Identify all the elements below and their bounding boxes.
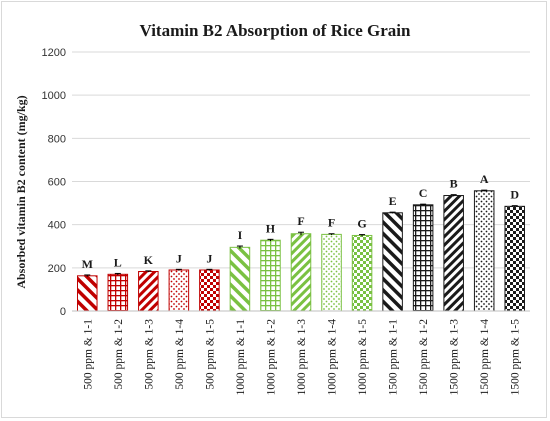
- bar: [412, 204, 434, 312]
- significance-letter: F: [328, 216, 335, 230]
- y-tick-label: 200: [48, 263, 66, 275]
- bar: [229, 246, 251, 312]
- bar: [321, 233, 342, 312]
- significance-letter: C: [419, 186, 428, 200]
- bar: [168, 269, 190, 312]
- significance-letter: B: [450, 177, 458, 191]
- y-tick-label: 800: [48, 133, 66, 145]
- x-tick-label: 500 ppm & 1-3: [143, 319, 155, 390]
- significance-letter: H: [266, 221, 276, 235]
- x-tick-label: 1000 ppm & 1-3: [296, 319, 308, 396]
- x-tick-label: 1500 ppm & 1-2: [418, 319, 430, 396]
- x-tick-label: 1000 ppm & 1-5: [357, 319, 369, 396]
- y-tick-label: 1000: [42, 90, 66, 102]
- significance-letter: J: [206, 251, 212, 265]
- significance-letter: A: [480, 172, 489, 186]
- x-tick-label: 1000 ppm & 1-2: [265, 319, 277, 396]
- y-tick-label: 1200: [42, 47, 66, 59]
- bar: [76, 275, 98, 312]
- x-axis-ticks: 500 ppm & 1-1 500 ppm & 1-2 500 ppm & 1-3 5…: [82, 319, 521, 396]
- bar: [199, 269, 220, 312]
- y-tick-label: 0: [60, 306, 66, 318]
- x-tick-label: 1000 ppm & 1-4: [327, 319, 339, 396]
- y-axis-label: Absorbed vitamin B2 content (mg/kg): [14, 95, 28, 288]
- significance-letter: L: [114, 255, 122, 269]
- x-tick-label: 1500 ppm & 1-4: [479, 319, 491, 396]
- significance-letter: G: [357, 217, 366, 231]
- bars: M L K J J I H F F G E C B A D: [76, 172, 526, 312]
- significance-letter: F: [297, 214, 304, 228]
- bar: [107, 273, 129, 312]
- chart-title: Vitamin B2 Absorption of Rice Grain: [140, 21, 411, 40]
- significance-letter: M: [82, 257, 93, 271]
- x-tick-label: 1500 ppm & 1-1: [388, 319, 400, 396]
- significance-letter: K: [144, 253, 154, 267]
- bar: [260, 239, 281, 312]
- y-tick-label: 600: [48, 177, 66, 189]
- x-tick-label: 1000 ppm & 1-1: [235, 319, 247, 396]
- bar: [504, 205, 526, 312]
- bar: [443, 195, 464, 312]
- significance-letter: I: [238, 228, 243, 242]
- significance-letter: E: [389, 194, 397, 208]
- x-tick-label: 500 ppm & 1-4: [174, 319, 186, 390]
- bar: [290, 233, 312, 312]
- significance-letter: J: [176, 251, 182, 265]
- x-tick-label: 1500 ppm & 1-5: [510, 319, 522, 396]
- bar: [351, 234, 373, 312]
- x-tick-label: 1500 ppm & 1-3: [449, 319, 461, 396]
- y-axis-ticks: 0 200 400 600 800 1000 1200: [42, 47, 66, 318]
- bar: [138, 271, 159, 312]
- y-tick-label: 400: [48, 220, 66, 232]
- bar: [473, 190, 495, 312]
- bar: [382, 212, 403, 312]
- x-tick-label: 500 ppm & 1-1: [82, 319, 94, 390]
- x-tick-label: 500 ppm & 1-5: [204, 319, 216, 390]
- significance-letter: D: [510, 188, 519, 202]
- x-tick-label: 500 ppm & 1-2: [113, 319, 125, 390]
